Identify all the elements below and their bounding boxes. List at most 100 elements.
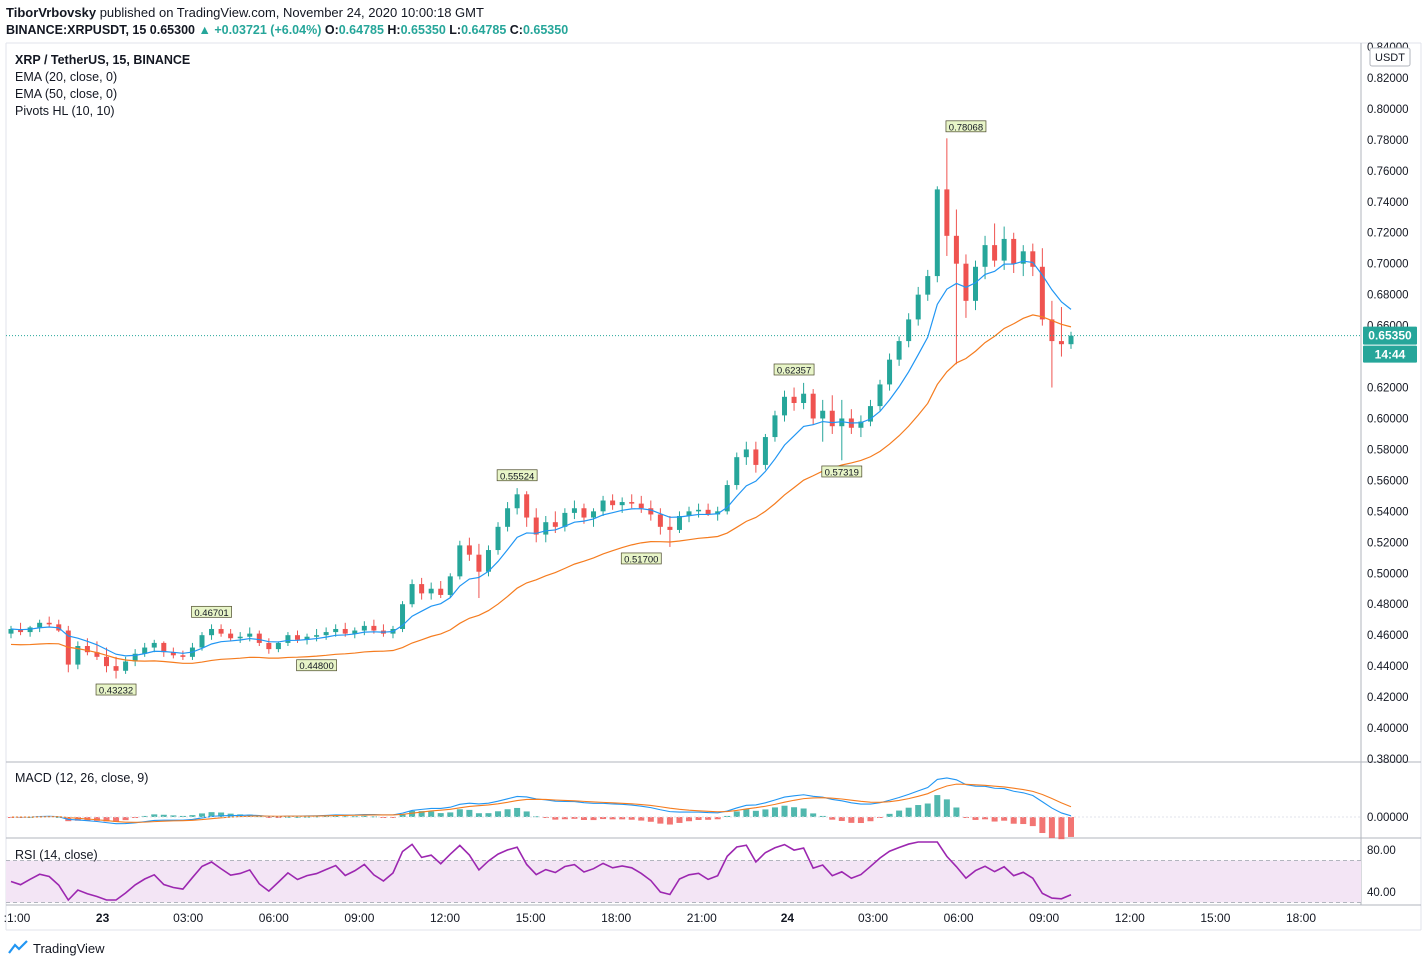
candle-body	[839, 418, 845, 427]
macd-histogram-bar	[475, 813, 482, 817]
macd-histogram-bar	[151, 814, 158, 817]
candle-body	[657, 514, 663, 527]
time-tick: 06:00	[944, 911, 974, 925]
price-tick: 0.44000	[1367, 661, 1409, 673]
candle-body	[485, 550, 491, 572]
candle-body	[877, 384, 883, 407]
candle-body	[820, 410, 826, 419]
legend-symbol[interactable]: XRP / TetherUS, 15, BINANCE	[15, 53, 191, 67]
candle-body	[170, 652, 176, 656]
candle-body	[953, 235, 959, 264]
candle-body	[934, 189, 940, 277]
candle-body	[419, 584, 425, 594]
legend-ema20[interactable]: EMA (20, close, 0)	[15, 70, 118, 84]
candle-body	[533, 517, 539, 535]
candle-body	[199, 635, 205, 648]
macd-histogram-bar	[705, 817, 712, 820]
tradingview-logo[interactable]: TradingView	[8, 940, 105, 956]
macd-histogram-bar	[313, 816, 320, 818]
last-price: 0.65300	[149, 23, 195, 37]
price-badges: USDT 0.65350 14:44	[1363, 47, 1417, 363]
time-tick: 03:00	[858, 911, 888, 925]
macd-histogram-bar	[580, 817, 587, 820]
macd-histogram-bar	[466, 809, 473, 817]
macd-histogram-bar	[447, 812, 454, 817]
macd-histogram-bar	[609, 817, 616, 820]
pivot-label: 0.43232	[99, 686, 133, 697]
macd-histogram-bar	[141, 815, 148, 817]
macd-title[interactable]: MACD (12, 26, close, 9)	[15, 771, 149, 785]
pivot-label-box	[945, 120, 987, 133]
last-price-badge: 0.65350	[1368, 329, 1412, 343]
macd-histogram-bar	[170, 815, 177, 817]
candle-body	[371, 625, 377, 631]
candle-body	[304, 636, 310, 640]
macd-histogram-bar	[752, 810, 759, 817]
candle-body	[228, 633, 234, 639]
legend-ema50[interactable]: EMA (50, close, 0)	[15, 87, 118, 101]
candle-body	[552, 522, 558, 527]
candle-body	[237, 636, 243, 639]
macd-histogram-bar	[342, 816, 349, 818]
macd-histogram-bar	[523, 811, 530, 817]
candle-body	[428, 588, 434, 594]
pivot-label: 0.62357	[777, 365, 811, 376]
macd-histogram-bar	[647, 817, 654, 822]
macd-histogram-bar	[294, 816, 301, 818]
candle-body	[705, 509, 711, 515]
price-tick: 0.48000	[1367, 599, 1409, 611]
candle-body	[514, 494, 520, 509]
candle-body	[906, 319, 912, 342]
macd-histogram-bar	[810, 813, 817, 817]
author-name[interactable]: TiborVrbovsky	[6, 5, 97, 20]
macd-histogram-bar	[819, 815, 826, 817]
macd-histogram-bar	[389, 817, 396, 818]
time-tick: 18:00	[1286, 911, 1316, 925]
macd-histogram-bar	[93, 817, 100, 821]
candle-body	[715, 511, 721, 515]
time-tick: 23	[96, 911, 110, 925]
candle-body	[867, 406, 873, 422]
macd-histogram-bar	[1058, 817, 1065, 840]
price-tick: 0.68000	[1367, 290, 1409, 302]
macd-histogram-bar	[361, 815, 368, 817]
macd-histogram-bar	[848, 817, 855, 823]
macd-histogram-bar	[1020, 817, 1027, 825]
macd-histogram-bar	[877, 817, 884, 818]
rsi-title[interactable]: RSI (14, close)	[15, 848, 98, 862]
legend-pivots[interactable]: Pivots HL (10, 10)	[15, 104, 115, 118]
macd-histogram-bar	[208, 812, 215, 817]
candle-body	[1068, 335, 1074, 345]
macd-histogram-bar	[495, 811, 502, 817]
pivot-label-box	[191, 605, 232, 618]
macd-histogram-bar	[762, 809, 769, 817]
macd-histogram-bar	[1039, 817, 1046, 834]
macd-histogram-bar	[571, 817, 578, 819]
candle-body	[571, 508, 577, 513]
macd-histogram-bar	[132, 817, 139, 819]
macd-histogram-bar	[504, 809, 511, 817]
macd-histogram-bar	[991, 817, 998, 822]
macd-histogram-bar	[733, 811, 740, 817]
time-tick: 03:00	[173, 911, 203, 925]
candle-body	[524, 494, 530, 518]
time-tick: :1:00	[4, 911, 31, 925]
candle-body	[18, 628, 24, 633]
price-tick: 0.70000	[1367, 259, 1409, 271]
pivot-label-box	[296, 659, 337, 672]
macd-histogram-bar	[829, 817, 836, 820]
candle-body	[648, 508, 654, 515]
macd-histogram-bar	[982, 817, 989, 820]
currency-badge[interactable]: USDT	[1375, 52, 1405, 64]
pivot-label-box	[496, 469, 538, 482]
publish-info: published on TradingView.com, November 2…	[99, 5, 484, 20]
candle-body	[858, 421, 864, 428]
candle-body	[180, 655, 186, 657]
pivot-label-box	[821, 465, 863, 478]
macd-signal-line	[10, 783, 1072, 823]
macd-histogram-bar	[857, 817, 864, 824]
candle-body	[1049, 319, 1055, 342]
candle-body	[8, 628, 14, 634]
candle-body	[209, 628, 215, 636]
